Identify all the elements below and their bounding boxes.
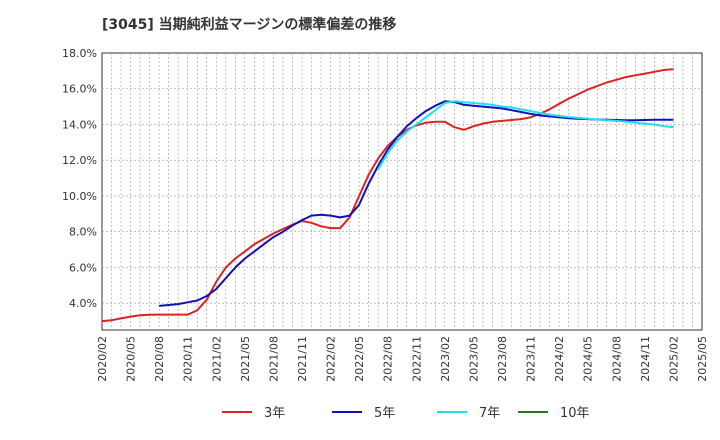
- x-tick-label: 2024/11: [639, 336, 652, 382]
- series-line-2: [377, 100, 674, 170]
- x-tick-label: 2020/05: [125, 336, 138, 382]
- x-tick-label: 2022/02: [325, 336, 338, 382]
- y-tick-label: 12.0%: [62, 154, 97, 167]
- legend-label: 7年: [479, 406, 500, 421]
- x-tick-label: 2021/08: [267, 336, 280, 382]
- legend-label: 3年: [264, 406, 285, 421]
- gridlines: [102, 53, 702, 330]
- legend: 3年 5年 7年 10年: [222, 406, 590, 421]
- x-tick-label: 2023/08: [496, 336, 509, 382]
- x-tick-label: 2021/05: [239, 336, 252, 382]
- x-tick-label: 2024/02: [553, 336, 566, 382]
- series-line-0: [101, 68, 674, 323]
- y-tick-label: 16.0%: [62, 83, 97, 96]
- y-tick-label: 10.0%: [62, 190, 97, 203]
- x-tick-label: 2023/11: [525, 336, 538, 382]
- x-tick-label: 2020/02: [96, 336, 109, 382]
- y-tick-label: 14.0%: [62, 118, 97, 131]
- legend-label: 5年: [374, 406, 395, 421]
- y-tick-label: 4.0%: [69, 297, 97, 310]
- chart-title: [3045] 当期純利益マージンの標準偏差の推移: [102, 16, 396, 33]
- x-tick-label: 2024/08: [610, 336, 623, 382]
- legend-label: 10年: [560, 406, 590, 421]
- x-tick-label: 2020/08: [153, 336, 166, 382]
- x-tick-label: 2021/11: [296, 336, 309, 382]
- x-tick-label: 2022/05: [353, 336, 366, 382]
- x-tick-label: 2021/02: [210, 336, 223, 382]
- y-tick-label: 8.0%: [69, 226, 97, 239]
- x-tick-label: 2023/05: [467, 336, 480, 382]
- x-tick-label: 2022/08: [382, 336, 395, 382]
- x-tick-label: 2023/02: [439, 336, 452, 382]
- x-tick-label: 2022/11: [410, 336, 423, 382]
- x-tick-label: 2025/02: [667, 336, 680, 382]
- plot-area: [101, 52, 703, 331]
- x-tick-label: 2024/05: [582, 336, 595, 382]
- x-axis-ticks: 2020/02 2020/05 2020/08 2020/11 2021/02 2021/…: [96, 336, 709, 382]
- x-tick-label: 2020/11: [182, 336, 195, 382]
- x-tick-label: 2025/05: [696, 336, 709, 382]
- y-axis-ticks: 4.0% 6.0% 8.0% 10.0% 12.0% 14.0% 16.0% 18.0%: [62, 47, 97, 310]
- y-tick-label: 6.0%: [69, 261, 97, 274]
- series-lines: [101, 68, 674, 323]
- y-tick-label: 18.0%: [62, 47, 97, 60]
